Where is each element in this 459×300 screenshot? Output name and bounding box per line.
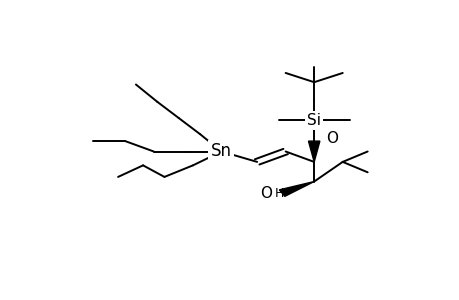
Text: O: O bbox=[259, 186, 271, 201]
Polygon shape bbox=[308, 141, 319, 162]
Text: Si: Si bbox=[307, 113, 320, 128]
Text: Sn: Sn bbox=[211, 142, 231, 160]
Text: O: O bbox=[325, 131, 337, 146]
Polygon shape bbox=[279, 182, 313, 196]
Text: H: H bbox=[274, 187, 284, 200]
